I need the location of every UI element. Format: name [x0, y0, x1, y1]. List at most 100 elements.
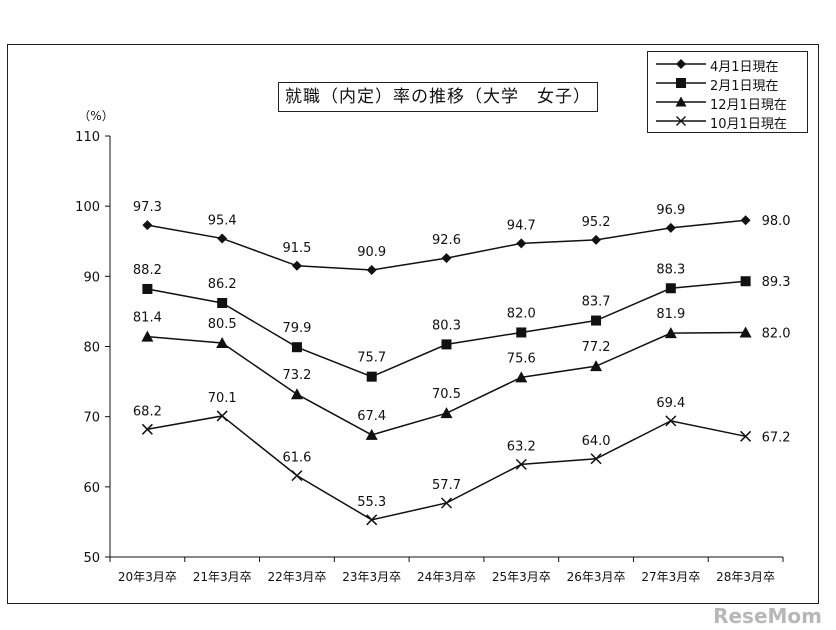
data-label: 67.2: [762, 430, 791, 445]
data-label: 81.4: [133, 311, 162, 326]
data-label: 82.0: [507, 306, 536, 321]
data-label: 95.4: [208, 213, 237, 228]
data-point-square: [591, 315, 602, 326]
series-line: [147, 415, 746, 521]
data-label: 69.4: [656, 396, 685, 411]
data-point-x: [216, 410, 228, 422]
data-point-triangle: [590, 360, 603, 372]
data-label: 77.2: [582, 340, 611, 355]
data-label: 70.5: [432, 387, 461, 402]
y-tick-label: 70: [83, 411, 100, 426]
y-tick-label: 60: [83, 481, 100, 496]
data-point-diamond: [142, 220, 153, 231]
data-label: 96.9: [656, 203, 685, 218]
watermark-logo: ReseMom: [713, 604, 822, 628]
x-tick-label: 28年3月卒: [716, 570, 775, 584]
data-label: 86.2: [208, 277, 237, 292]
legend-label: 4月1日現在: [710, 60, 779, 75]
data-point-x: [740, 430, 752, 442]
data-label: 90.9: [357, 245, 386, 260]
data-label: 92.6: [432, 233, 461, 248]
chart-title: 就職（内定）率の推移（大学 女子）: [278, 82, 598, 112]
data-point-triangle: [440, 407, 453, 419]
data-point-diamond: [740, 215, 751, 226]
data-point-diamond: [591, 234, 602, 245]
data-label: 63.2: [507, 439, 536, 454]
data-label: 83.7: [582, 295, 611, 310]
square-marker-icon: [656, 78, 706, 88]
data-point-diamond: [291, 260, 302, 271]
data-label: 61.6: [282, 451, 311, 466]
data-label: 75.7: [357, 351, 386, 366]
data-point-square: [291, 342, 302, 353]
data-point-diamond: [217, 233, 228, 244]
data-point-triangle: [141, 330, 154, 342]
data-point-x: [440, 497, 453, 509]
data-label: 70.1: [208, 391, 237, 406]
y-tick-label: 100: [75, 200, 100, 215]
data-label: 67.4: [357, 409, 386, 424]
data-point-square: [142, 283, 153, 294]
data-label: 73.2: [282, 368, 311, 383]
data-label: 80.5: [208, 317, 237, 332]
data-point-x: [665, 415, 677, 427]
legend-label: 2月1日現在: [710, 79, 779, 94]
data-label: 95.2: [582, 215, 611, 230]
data-point-triangle: [515, 371, 528, 383]
data-point-triangle: [290, 388, 303, 400]
data-point-triangle: [365, 428, 378, 440]
data-point-square: [516, 327, 527, 338]
x-tick-label: 21年3月卒: [193, 570, 252, 584]
y-tick-label: 110: [75, 130, 100, 145]
data-point-x: [141, 423, 153, 435]
data-point-triangle: [216, 336, 229, 348]
triangle-marker-icon: [656, 96, 706, 107]
data-label: 88.3: [656, 262, 685, 277]
data-point-diamond: [441, 253, 452, 264]
y-axis-label: （%）: [78, 109, 113, 123]
x-tick-label: 22年3月卒: [267, 570, 326, 584]
x-tick-label: 20年3月卒: [118, 570, 177, 584]
legend-label: 10月1日現在: [710, 117, 787, 132]
data-point-square: [740, 276, 751, 287]
data-point-x: [515, 458, 527, 470]
y-tick-label: 80: [83, 341, 100, 356]
data-label: 94.7: [507, 218, 536, 233]
data-label: 97.3: [133, 200, 162, 215]
data-label: 89.3: [762, 275, 791, 290]
legend-item-oct: 10月1日現在: [648, 112, 809, 132]
y-tick-label: 90: [83, 270, 100, 285]
data-point-diamond: [366, 265, 377, 276]
data-label: 80.3: [432, 318, 461, 333]
data-point-x: [291, 470, 303, 482]
data-label: 98.0: [762, 214, 791, 229]
data-label: 55.3: [357, 495, 386, 510]
data-label: 88.2: [133, 263, 162, 278]
data-point-square: [217, 297, 228, 308]
legend-label: 12月1日現在: [710, 98, 787, 113]
legend-item-dec: 12月1日現在: [648, 93, 809, 113]
data-label: 64.0: [582, 434, 611, 449]
data-point-diamond: [665, 222, 676, 233]
y-tick-label: 50: [83, 551, 100, 566]
x-tick-label: 24年3月卒: [417, 570, 476, 584]
x-tick-label: 25年3月卒: [492, 570, 551, 584]
x-tick-label: 26年3月卒: [567, 570, 626, 584]
legend-item-apr: 4月1日現在: [648, 55, 809, 75]
data-point-x: [590, 453, 602, 465]
x-tick-label: 27年3月卒: [641, 570, 700, 584]
data-label: 81.9: [656, 307, 685, 322]
data-label: 57.7: [432, 478, 461, 493]
data-point-square: [441, 339, 452, 350]
data-label: 68.2: [133, 404, 162, 419]
diamond-marker-icon: [656, 59, 706, 69]
data-label: 91.5: [282, 241, 311, 256]
data-point-square: [665, 283, 676, 294]
data-point-x: [366, 514, 378, 526]
data-point-square: [366, 371, 377, 382]
data-label: 79.9: [282, 321, 311, 336]
legend: 4月1日現在 2月1日現在 12月1日現在 10月1日現在: [647, 51, 808, 133]
data-label: 75.6: [507, 351, 536, 366]
data-point-diamond: [516, 238, 527, 249]
